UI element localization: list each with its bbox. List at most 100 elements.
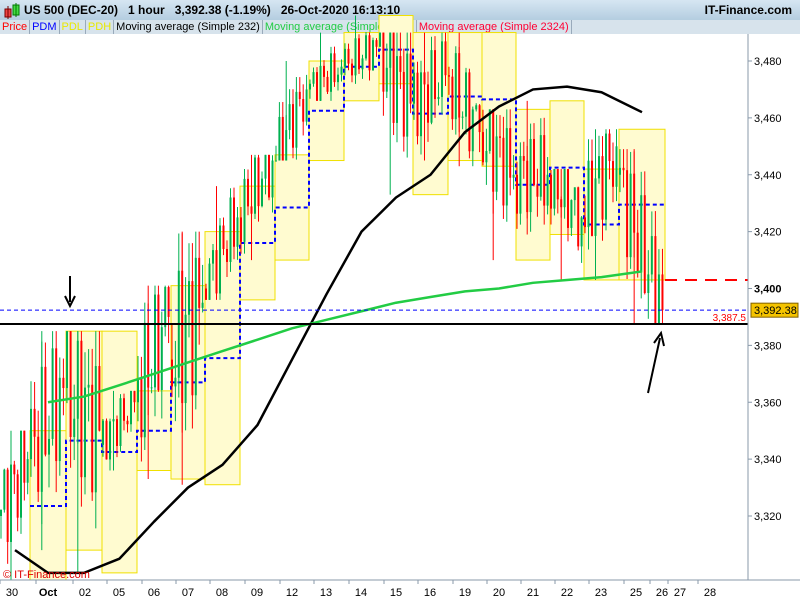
- x-tick-label: 20: [493, 587, 505, 599]
- candle-body: [285, 130, 288, 161]
- candle-body: [423, 72, 426, 85]
- candle-body: [382, 32, 385, 92]
- x-tick-label: 07: [182, 587, 194, 599]
- candle-body: [533, 138, 535, 186]
- candle-body: [219, 225, 221, 294]
- candle-body: [657, 274, 660, 325]
- x-tick-label: 25: [630, 587, 642, 599]
- x-tick-label: 15: [390, 587, 402, 599]
- candle-body: [605, 133, 607, 220]
- candle-body: [375, 40, 378, 47]
- candle-body: [522, 156, 525, 161]
- candle-body: [344, 48, 346, 67]
- candle-body: [361, 58, 364, 70]
- candle-body: [492, 109, 495, 192]
- candle-body: [243, 178, 246, 242]
- candle-body: [647, 274, 650, 294]
- candle-body: [512, 174, 515, 178]
- candle-body: [240, 217, 242, 242]
- candle-body: [420, 72, 422, 137]
- candle-body: [261, 178, 263, 207]
- candle-body: [570, 200, 573, 228]
- candle-body: [340, 66, 343, 75]
- candle-body: [643, 195, 646, 294]
- candle-body: [40, 366, 43, 492]
- candle-body: [580, 217, 583, 247]
- candle-body: [76, 340, 79, 419]
- x-tick-label: Oct: [39, 587, 58, 599]
- legend-item[interactable]: Moving average (Simple 232): [114, 20, 263, 34]
- candle-body: [87, 384, 90, 388]
- candle-body: [143, 322, 146, 438]
- y-tick-label: 3,380: [754, 340, 782, 352]
- candle-body: [516, 174, 518, 214]
- candle-body: [275, 160, 277, 162]
- candle-body: [444, 41, 447, 76]
- candle-body: [454, 53, 457, 120]
- sma-232-line: [14, 85, 643, 575]
- candle-body: [319, 65, 322, 101]
- candle-body: [222, 225, 225, 250]
- candle-body: [519, 156, 522, 214]
- candle-body: [150, 387, 153, 389]
- x-tick-label: 12: [286, 587, 298, 599]
- candle-body: [563, 169, 566, 208]
- candle-body: [430, 50, 433, 123]
- support-label: 3,387.5: [713, 313, 747, 324]
- legend-item[interactable]: PDL: [60, 20, 86, 34]
- candle-body: [471, 109, 474, 152]
- legend-item[interactable]: Price: [0, 20, 31, 34]
- legend-item[interactable]: PDH: [86, 20, 115, 34]
- candle-body: [194, 257, 197, 396]
- candle-body: [587, 160, 590, 228]
- candle-body: [594, 178, 597, 236]
- candle-body: [612, 161, 614, 187]
- candle-body: [3, 469, 6, 510]
- candle-body: [608, 133, 611, 162]
- candle-body: [116, 419, 118, 446]
- candle-body: [147, 322, 150, 388]
- candle-body: [295, 91, 298, 148]
- y-tick-label: 3,460: [754, 113, 782, 125]
- x-tick-label: 16: [424, 587, 436, 599]
- legend-item[interactable]: PDM: [30, 20, 60, 34]
- candle-body: [305, 89, 308, 122]
- candle-body: [372, 40, 374, 71]
- candle-body: [577, 187, 580, 247]
- candle-body: [351, 63, 353, 76]
- x-tick-label: 23: [595, 587, 607, 599]
- candle-body: [379, 32, 381, 47]
- y-tick-label: 3,480: [754, 56, 782, 68]
- last-price-badge: [750, 302, 799, 318]
- candle-body: [509, 128, 512, 178]
- candle-body: [629, 173, 632, 258]
- candle-body: [482, 132, 484, 163]
- candle-body: [137, 378, 139, 403]
- candle-body: [413, 72, 415, 104]
- timeframe-label: 1 hour: [128, 3, 165, 17]
- candle-body: [66, 331, 68, 389]
- x-tick-label: 28: [704, 587, 716, 599]
- candle-body: [226, 249, 228, 262]
- candle-body: [292, 104, 294, 148]
- arrow-up-icon: [647, 330, 665, 394]
- candle-body: [448, 75, 450, 77]
- candle-body: [505, 128, 508, 206]
- candle-body: [37, 436, 40, 492]
- candle-body: [126, 420, 129, 425]
- x-tick-label: 19: [459, 587, 471, 599]
- candle-body: [626, 170, 629, 258]
- legend-item[interactable]: Moving average (Simple 1162): [263, 20, 417, 34]
- candle-body: [298, 91, 301, 99]
- y-tick-label: 3,320: [754, 511, 782, 523]
- candle-body: [615, 146, 618, 187]
- candle-body: [330, 53, 332, 92]
- candle-body: [198, 257, 201, 308]
- candle-body: [98, 366, 101, 431]
- legend-item[interactable]: Moving average (Simple 2324): [417, 20, 572, 34]
- candle-body: [465, 72, 467, 117]
- candle-body: [23, 430, 26, 483]
- x-tick-label: 26: [656, 587, 668, 599]
- brand-label: IT-Finance.com: [704, 3, 792, 17]
